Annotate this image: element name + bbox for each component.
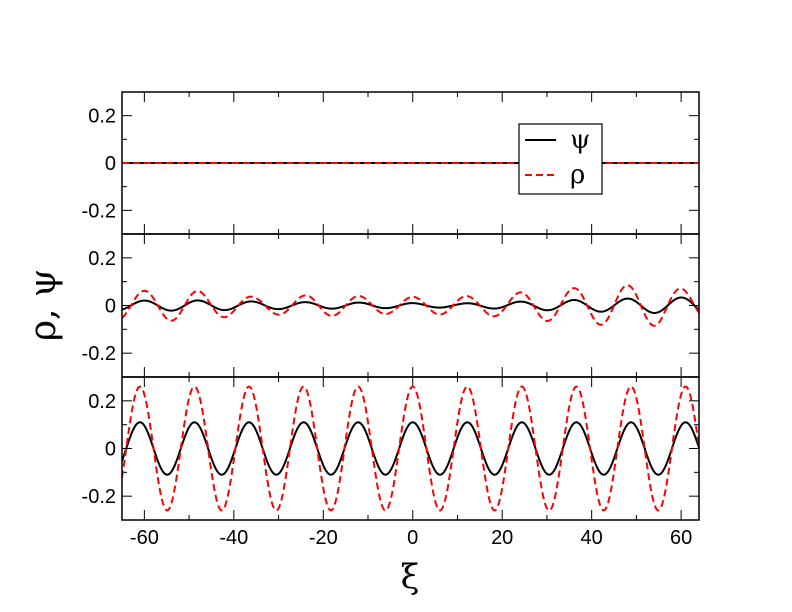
series-line-psi-panel-3 (121, 421, 700, 476)
x-tick-label: 40 (581, 527, 603, 549)
y-tick-label: -0.2 (82, 486, 116, 508)
legend-label-psi: ψ (570, 125, 590, 155)
y-tick-label: 0.2 (88, 391, 116, 413)
y-axis-label: ρ, ψ (23, 269, 64, 341)
x-tick-label: -40 (219, 527, 248, 549)
y-tick-label: 0 (105, 439, 116, 461)
y-tick-label: 0.2 (88, 106, 116, 128)
y-tick-label: -0.2 (82, 343, 116, 365)
panels-layer: -0.2 0 0.2 -0.2 0 0.2 -0.2 0 0.2 (82, 91, 700, 521)
panel-frame (121, 376, 700, 521)
y-tick-label: 0 (105, 153, 116, 175)
x-tick-labels: -60 -40 -20 0 20 40 60 (130, 527, 692, 549)
series-line-rho-panel-3 (121, 385, 700, 512)
legend-box (518, 123, 603, 195)
x-tick-label: 0 (407, 527, 418, 549)
panel-2: -0.2 0 0.2 (82, 233, 700, 378)
x-tick-label: 20 (491, 527, 513, 549)
legend-label-rho: ρ (570, 160, 585, 190)
y-tick-label: -0.2 (82, 200, 116, 222)
x-axis-label: ξ (401, 557, 420, 597)
panel-3: -0.2 0 0.2 (82, 376, 700, 521)
series-line-psi-panel-2 (121, 296, 700, 314)
y-tick-label: 0.2 (88, 248, 116, 270)
x-tick-label: 60 (670, 527, 692, 549)
x-tick-label: -60 (130, 527, 159, 549)
x-tick-label: -20 (309, 527, 338, 549)
legend: ψ ρ (518, 123, 603, 195)
y-tick-label: 0 (105, 296, 116, 318)
panel-1: -0.2 0 0.2 (82, 91, 700, 235)
